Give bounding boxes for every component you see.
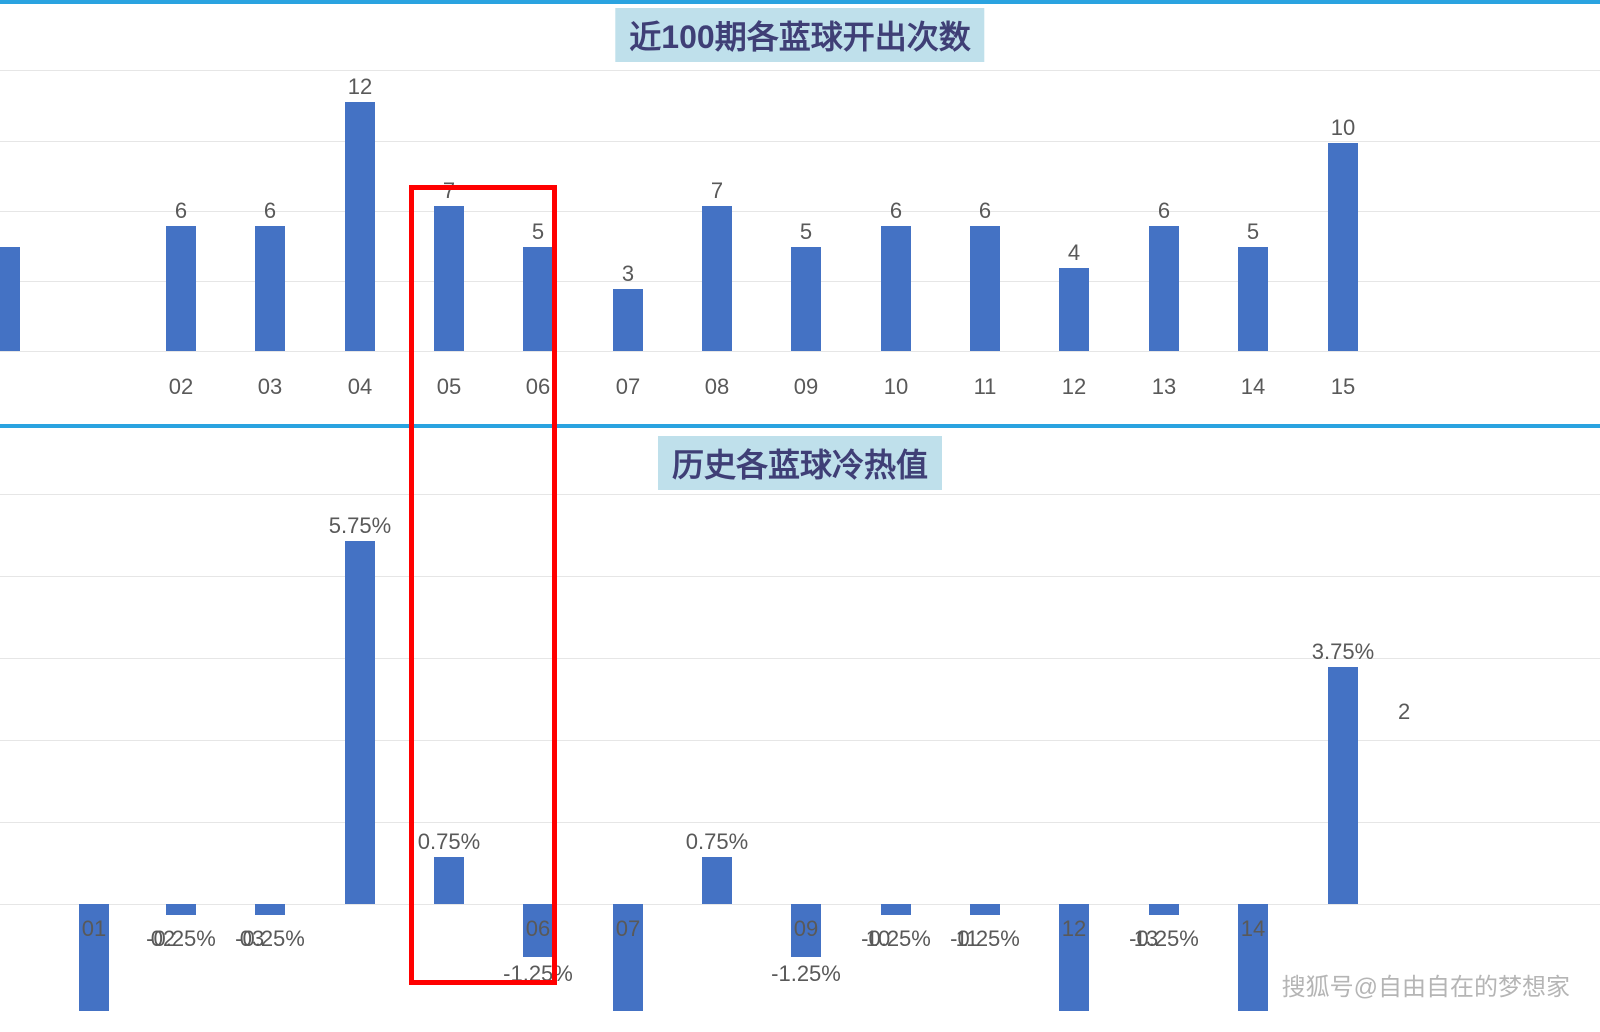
chart1-category-label: 03	[258, 374, 282, 400]
chart2-bar	[881, 904, 911, 915]
chart2-bar	[970, 904, 1000, 915]
chart1-value-label: 3	[622, 261, 634, 287]
chart2-edge-label: 2	[1398, 699, 1410, 725]
chart2-value-label: -1.25%	[771, 961, 841, 987]
chart1-bar	[166, 226, 196, 351]
chart2-bar	[166, 904, 196, 915]
chart2-value-label: 0.75%	[686, 829, 748, 855]
chart2-gridline	[0, 822, 1600, 823]
chart2-category-label: 13	[1134, 926, 1158, 952]
chart1-title: 近100期各蓝球开出次数	[615, 8, 984, 62]
chart1-bar	[345, 102, 375, 351]
chart1-bar	[970, 226, 1000, 351]
chart1-bar	[1059, 268, 1089, 351]
chart2-bar	[702, 857, 732, 904]
chart1-value-label: 7	[711, 178, 723, 204]
chart2-gridline	[0, 494, 1600, 495]
chart1-value-label: 6	[175, 198, 187, 224]
chart1-category-label: 14	[1241, 374, 1265, 400]
chart1-bar	[255, 226, 285, 351]
chart1-bar	[791, 247, 821, 351]
watermark: 搜狐号@自由自在的梦想家	[1282, 967, 1570, 1002]
highlight-box	[409, 185, 557, 985]
chart1-gridline	[0, 351, 1600, 352]
chart2-category-label: 09	[794, 916, 818, 942]
mid-divider	[0, 424, 1600, 428]
chart1-category-label: 04	[348, 374, 372, 400]
chart2-category-label: 12	[1062, 916, 1086, 942]
chart1-category-label: 10	[884, 374, 908, 400]
chart1-category-label: 08	[705, 374, 729, 400]
chart1-category-label: 15	[1331, 374, 1355, 400]
chart2-value-label: 3.75%	[1312, 639, 1374, 665]
chart1-category-label: 11	[974, 374, 997, 400]
chart2-bar	[1328, 667, 1358, 904]
chart1-bar	[1149, 226, 1179, 351]
chart2-category-label: 03	[240, 926, 264, 952]
chart2-category-label: 10	[866, 926, 890, 952]
chart2-category-label: 14	[1241, 916, 1265, 942]
chart1-plot	[0, 60, 1600, 351]
chart1-bar	[881, 226, 911, 351]
top-border	[0, 0, 1600, 4]
chart1-category-label: 02	[169, 374, 193, 400]
chart2-title: 历史各蓝球冷热值	[658, 436, 942, 490]
chart2-gridline	[0, 740, 1600, 741]
chart1-category-label: 12	[1062, 374, 1086, 400]
chart1-value-label: 4	[1068, 240, 1080, 266]
chart1-value-label: 10	[1331, 115, 1355, 141]
chart2-category-label: 01	[82, 916, 106, 942]
chart2-bar	[1149, 904, 1179, 915]
chart2-bar	[345, 541, 375, 904]
chart2-category-label: 11	[956, 926, 979, 952]
chart1-bar	[1238, 247, 1268, 351]
chart1-value-label: 6	[890, 198, 902, 224]
chart2-gridline	[0, 576, 1600, 577]
chart2-bar	[255, 904, 285, 915]
chart1-category-label: 13	[1152, 374, 1176, 400]
chart1-value-label: 6	[979, 198, 991, 224]
chart1-value-label: 12	[348, 74, 372, 100]
chart1-category-label: 07	[616, 374, 640, 400]
chart1-value-label: 5	[1247, 219, 1259, 245]
chart2-category-label: 07	[616, 916, 640, 942]
chart1-bar	[702, 206, 732, 352]
chart1-bar-partial	[0, 247, 20, 351]
chart1-value-label: 6	[1158, 198, 1170, 224]
chart1-bar	[613, 289, 643, 351]
chart1-value-label: 5	[800, 219, 812, 245]
chart1-bar	[1328, 143, 1358, 351]
chart1-value-label: 6	[264, 198, 276, 224]
chart1-category-label: 09	[794, 374, 818, 400]
chart2-value-label: 5.75%	[329, 513, 391, 539]
chart2-category-label: 02	[151, 926, 175, 952]
